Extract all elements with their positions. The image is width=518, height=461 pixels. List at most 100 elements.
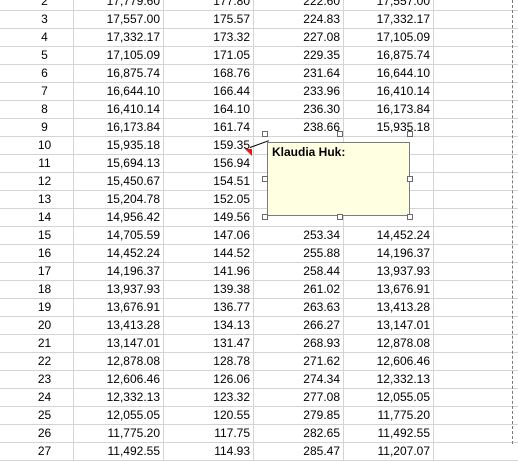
cell-col-b[interactable]: 139.38 (164, 281, 254, 298)
row-index-cell[interactable]: 25 (0, 407, 74, 424)
row-index-cell[interactable]: 11 (0, 155, 74, 172)
cell-col-a[interactable]: 14,956.42 (74, 209, 164, 226)
cell-col-c[interactable]: 258.44 (254, 263, 344, 280)
cell-col-b[interactable]: 114.93 (164, 443, 254, 460)
cell-col-e[interactable] (434, 245, 518, 262)
row-index-cell[interactable]: 19 (0, 299, 74, 316)
cell-col-b[interactable]: 168.76 (164, 65, 254, 82)
cell-col-e[interactable] (434, 209, 518, 226)
cell-col-d[interactable]: 11,775.20 (344, 407, 434, 424)
cell-col-d[interactable]: 17,105.09 (344, 29, 434, 46)
row-index-cell[interactable]: 13 (0, 191, 74, 208)
resize-handle-bottom[interactable] (337, 214, 343, 220)
cell-col-d[interactable]: 13,413.28 (344, 299, 434, 316)
cell-col-d[interactable]: 14,196.37 (344, 245, 434, 262)
row-index-cell[interactable]: 4 (0, 29, 74, 46)
cell-col-b[interactable]: 134.13 (164, 317, 254, 334)
cell-col-d[interactable] (344, 137, 434, 154)
row-index-cell[interactable]: 21 (0, 335, 74, 352)
row-index-cell[interactable]: 14 (0, 209, 74, 226)
cell-col-b[interactable]: 131.47 (164, 335, 254, 352)
cell-col-d[interactable]: 15,935.18 (344, 119, 434, 136)
row-index-cell[interactable]: 10 (0, 137, 74, 154)
cell-col-b[interactable]: 156.94 (164, 155, 254, 172)
row-index-cell[interactable]: 6 (0, 65, 74, 82)
cell-col-e[interactable] (434, 407, 518, 424)
cell-col-a[interactable]: 12,055.05 (74, 407, 164, 424)
cell-col-c[interactable]: 277.08 (254, 389, 344, 406)
cell-col-e[interactable] (434, 65, 518, 82)
cell-col-c[interactable]: 285.47 (254, 443, 344, 460)
cell-col-a[interactable]: 15,935.18 (74, 137, 164, 154)
cell-col-a[interactable]: 11,492.55 (74, 443, 164, 460)
cell-col-d[interactable]: 14,452.24 (344, 227, 434, 244)
cell-col-a[interactable]: 16,644.10 (74, 83, 164, 100)
cell-col-c[interactable]: 274.34 (254, 371, 344, 388)
comment-indicator-icon[interactable] (245, 149, 252, 156)
cell-col-a[interactable]: 16,875.74 (74, 65, 164, 82)
row-index-cell[interactable]: 2 (0, 0, 74, 10)
cell-col-b[interactable]: 164.10 (164, 101, 254, 118)
cell-col-d[interactable]: 16,644.10 (344, 65, 434, 82)
cell-col-c[interactable]: 227.08 (254, 29, 344, 46)
cell-col-e[interactable] (434, 155, 518, 172)
resize-handle-top-right[interactable] (407, 131, 413, 137)
cell-col-b[interactable]: 128.78 (164, 353, 254, 370)
resize-handle-top[interactable] (337, 131, 343, 137)
row-index-cell[interactable]: 7 (0, 83, 74, 100)
cell-col-a[interactable]: 16,173.84 (74, 119, 164, 136)
cell-col-e[interactable] (434, 353, 518, 370)
cell-col-a[interactable]: 14,705.59 (74, 227, 164, 244)
cell-col-d[interactable]: 12,606.46 (344, 353, 434, 370)
cell-col-c[interactable]: 255.88 (254, 245, 344, 262)
cell-col-d[interactable]: 16,410.14 (344, 83, 434, 100)
row-index-cell[interactable]: 5 (0, 47, 74, 64)
cell-col-c[interactable]: 266.27 (254, 317, 344, 334)
row-index-cell[interactable]: 15 (0, 227, 74, 244)
cell-col-a[interactable]: 15,450.67 (74, 173, 164, 190)
cell-comment-box[interactable]: Klaudia Huk: (267, 142, 410, 216)
cell-col-d[interactable] (344, 209, 434, 226)
cell-col-a[interactable]: 15,694.13 (74, 155, 164, 172)
cell-col-b[interactable]: 177.80 (164, 0, 254, 10)
row-index-cell[interactable]: 12 (0, 173, 74, 190)
cell-col-a[interactable]: 14,196.37 (74, 263, 164, 280)
cell-col-e[interactable] (434, 425, 518, 442)
resize-handle-bottom-right[interactable] (407, 214, 413, 220)
cell-col-b[interactable]: 161.74 (164, 119, 254, 136)
cell-col-b[interactable]: 120.55 (164, 407, 254, 424)
cell-col-b[interactable]: 117.75 (164, 425, 254, 442)
cell-col-e[interactable] (434, 281, 518, 298)
cell-col-d[interactable]: 13,676.91 (344, 281, 434, 298)
cell-col-e[interactable] (434, 317, 518, 334)
cell-col-c[interactable]: 271.62 (254, 353, 344, 370)
cell-col-a[interactable]: 15,204.78 (74, 191, 164, 208)
cell-col-b[interactable]: 171.05 (164, 47, 254, 64)
cell-col-d[interactable]: 12,055.05 (344, 389, 434, 406)
cell-col-c[interactable]: 224.83 (254, 11, 344, 28)
cell-col-b[interactable]: 136.77 (164, 299, 254, 316)
cell-col-b[interactable]: 175.57 (164, 11, 254, 28)
row-index-cell[interactable]: 20 (0, 317, 74, 334)
cell-col-d[interactable]: 11,207.07 (344, 443, 434, 460)
cell-col-d[interactable] (344, 155, 434, 172)
resize-handle-top-left[interactable] (262, 131, 268, 137)
cell-col-e[interactable] (434, 119, 518, 136)
cell-col-a[interactable]: 17,557.00 (74, 11, 164, 28)
cell-col-b[interactable]: 154.51 (164, 173, 254, 190)
cell-col-b[interactable]: 166.44 (164, 83, 254, 100)
cell-col-c[interactable]: 238.66 (254, 119, 344, 136)
cell-col-b[interactable]: 123.32 (164, 389, 254, 406)
cell-col-d[interactable]: 16,875.74 (344, 47, 434, 64)
cell-col-c[interactable]: 231.64 (254, 65, 344, 82)
cell-col-c[interactable]: 236.30 (254, 101, 344, 118)
cell-col-e[interactable] (434, 227, 518, 244)
cell-col-d[interactable]: 17,332.17 (344, 11, 434, 28)
cell-col-d[interactable] (344, 173, 434, 190)
cell-col-e[interactable] (434, 371, 518, 388)
cell-col-d[interactable]: 17,557.00 (344, 0, 434, 10)
cell-col-b[interactable]: 147.06 (164, 227, 254, 244)
cell-col-e[interactable] (434, 29, 518, 46)
cell-col-a[interactable]: 17,105.09 (74, 47, 164, 64)
row-index-cell[interactable]: 22 (0, 353, 74, 370)
